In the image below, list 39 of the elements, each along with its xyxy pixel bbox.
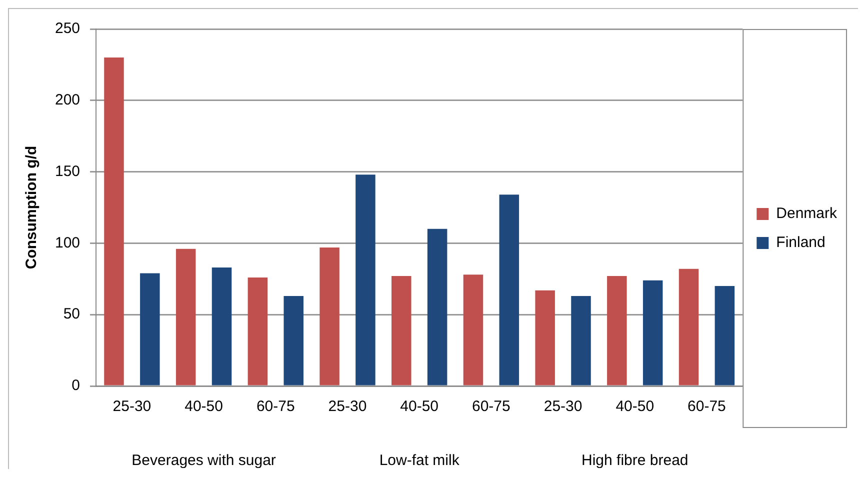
x-tick-label: 60-75	[472, 398, 510, 416]
y-axis-title: Consumption g/d	[23, 146, 40, 270]
bar	[427, 228, 448, 386]
bar	[212, 267, 232, 386]
bar	[392, 276, 412, 386]
bar	[140, 273, 160, 386]
bar	[535, 290, 555, 386]
y-tick-label: 250	[54, 20, 80, 38]
x-tick-label: 25-30	[544, 398, 582, 416]
bar	[284, 296, 304, 386]
y-tick-label: 100	[54, 234, 80, 252]
y-tick-label: 200	[54, 92, 80, 109]
x-tick-label: 40-50	[616, 398, 654, 416]
x-tick-label: 40-50	[400, 398, 439, 416]
y-tick-label: 0	[72, 377, 80, 394]
bar	[104, 58, 124, 386]
bar	[463, 274, 484, 386]
y-tick-label: 150	[54, 162, 80, 180]
x-tick-label: 60-75	[256, 398, 295, 416]
x-tick-label: 25-30	[328, 398, 367, 416]
bar	[571, 296, 591, 386]
bar	[499, 194, 520, 386]
text: Low-fat milk	[379, 452, 460, 470]
bar	[248, 277, 268, 386]
bar	[320, 247, 340, 386]
legend-label: Finland	[776, 234, 826, 252]
text: Beverages with sugar	[132, 452, 276, 470]
y-tick-label: 50	[63, 306, 80, 323]
bar	[356, 174, 376, 386]
bar	[176, 248, 196, 386]
x-tick-label: 25-30	[112, 398, 152, 416]
bar	[678, 268, 699, 386]
x-tick-label: 60-75	[688, 398, 726, 416]
x-tick-label: 40-50	[184, 398, 223, 416]
bar	[607, 276, 627, 386]
legend-label: Denmark	[776, 205, 838, 222]
bar	[714, 286, 735, 386]
text: High fibre bread	[582, 452, 688, 470]
bar	[642, 280, 663, 386]
